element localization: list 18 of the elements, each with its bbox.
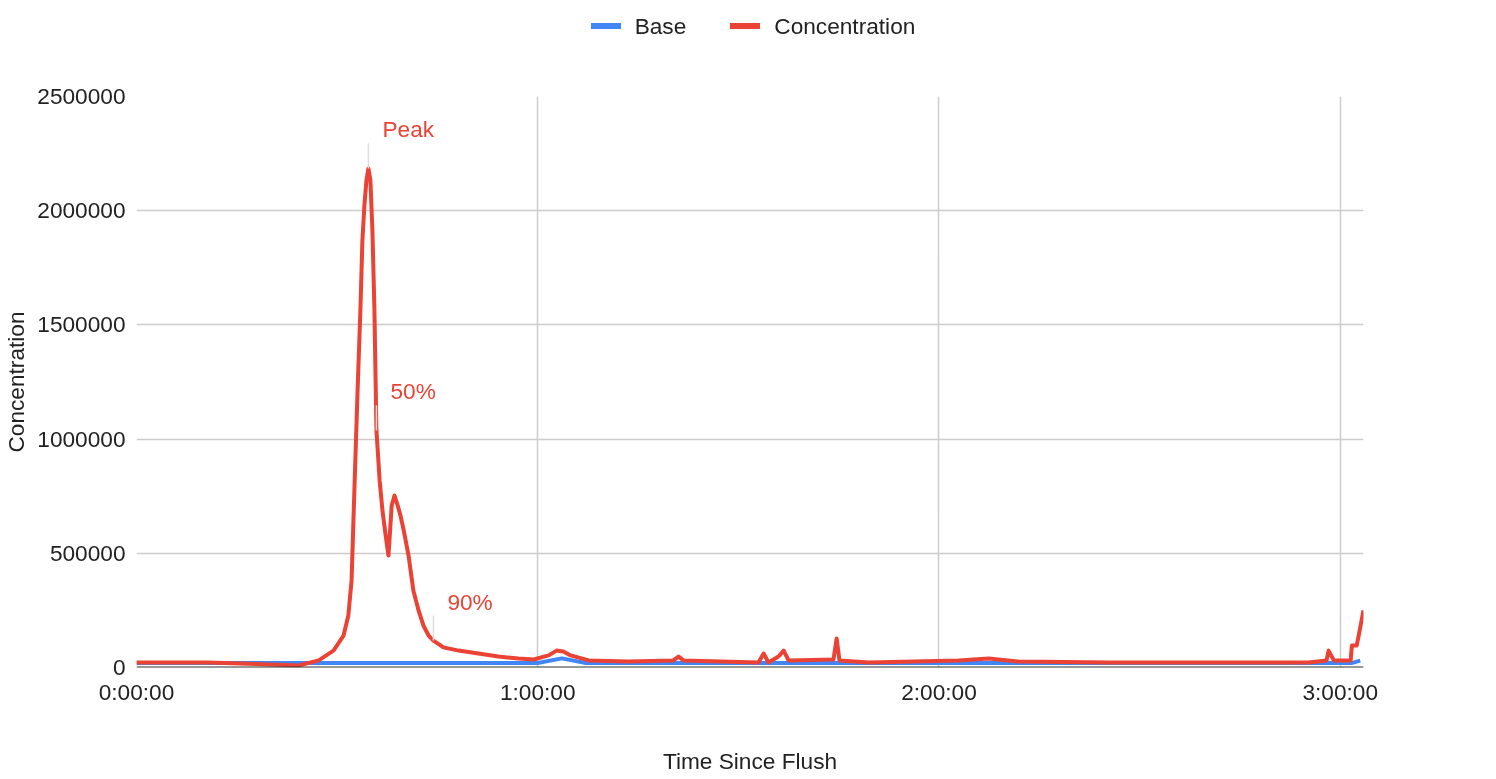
- x-tick-label: 2:00:00: [901, 678, 977, 705]
- y-tick-label: 2500000: [37, 83, 126, 109]
- x-axis-title: Time Since Flush: [662, 747, 838, 774]
- line-series: [136, 166, 1364, 668]
- y-tick-label: 500000: [49, 539, 126, 566]
- legend-label: Concentration: [774, 11, 916, 41]
- y-tick-label: 1500000: [37, 311, 126, 338]
- x-tick-label: 1:00:00: [499, 678, 576, 705]
- x-tick-label: 0:00:00: [98, 678, 175, 705]
- y-tick-label: 0: [112, 654, 126, 680]
- annotation: Peak: [382, 116, 435, 143]
- y-axis-title: Concentration: [3, 311, 30, 453]
- annotation: 90%: [447, 588, 493, 615]
- y-tick-label: 1000000: [37, 425, 126, 452]
- legend-label: Base: [634, 11, 687, 41]
- y-tick-label: 2000000: [37, 197, 126, 224]
- x-tick-label: 3:00:00: [1302, 678, 1379, 705]
- annotation: 50%: [390, 378, 436, 405]
